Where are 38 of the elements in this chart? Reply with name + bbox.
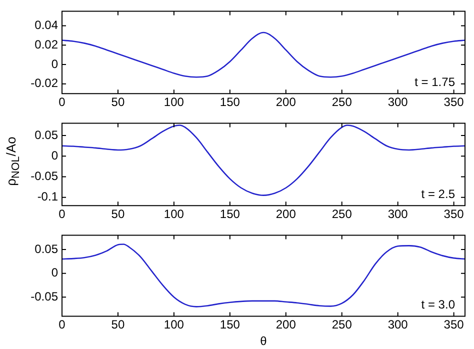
y-tick-label: 0 (51, 56, 58, 71)
annotation: t = 1.75 (414, 74, 456, 89)
x-tick-label: 150 (220, 207, 240, 222)
x-tick-label: 100 (164, 95, 184, 110)
annotation: t = 3.0 (421, 298, 456, 312)
x-tick-label: 200 (276, 318, 296, 332)
y-tick-label: 0.04 (34, 18, 58, 32)
x-tick-label: 350 (444, 95, 464, 110)
x-tick-label: 50 (111, 318, 125, 332)
y-tick-label: -0.1 (37, 190, 58, 204)
x-tick-label: 50 (111, 95, 125, 110)
x-tick-label: 300 (388, 318, 408, 332)
x-tick-label: 150 (220, 318, 240, 332)
x-tick-label: 250 (332, 95, 352, 110)
x-tick-label: 350 (444, 207, 464, 222)
y-tick-label: -0.05 (30, 289, 58, 304)
line-series (62, 32, 465, 78)
x-tick-label: 200 (276, 207, 296, 222)
y-tick-label: 0 (51, 266, 58, 280)
x-tick-label: 300 (388, 95, 408, 110)
x-axis-title: θ (260, 334, 268, 348)
y-tick-label: 0 (51, 148, 58, 162)
y-tick-label: 0.02 (34, 37, 58, 52)
x-tick-label: 250 (332, 318, 352, 332)
y-tick-label: -0.05 (30, 169, 58, 184)
y-tick-label: -0.02 (30, 76, 58, 90)
y-tick-label: 0.05 (34, 128, 58, 142)
x-tick-label: 200 (276, 95, 296, 110)
x-tick-label: 350 (444, 318, 464, 332)
annotation: t = 2.5 (421, 186, 456, 201)
y-tick-label: 0.05 (34, 242, 58, 256)
x-tick-label: 250 (332, 207, 352, 222)
x-tick-label: 150 (220, 95, 240, 110)
x-tick-label: 50 (111, 207, 125, 222)
x-tick-label: 300 (388, 207, 408, 222)
x-tick-label: 100 (164, 207, 184, 222)
line-series (62, 244, 465, 308)
x-tick-label: 100 (164, 318, 184, 332)
